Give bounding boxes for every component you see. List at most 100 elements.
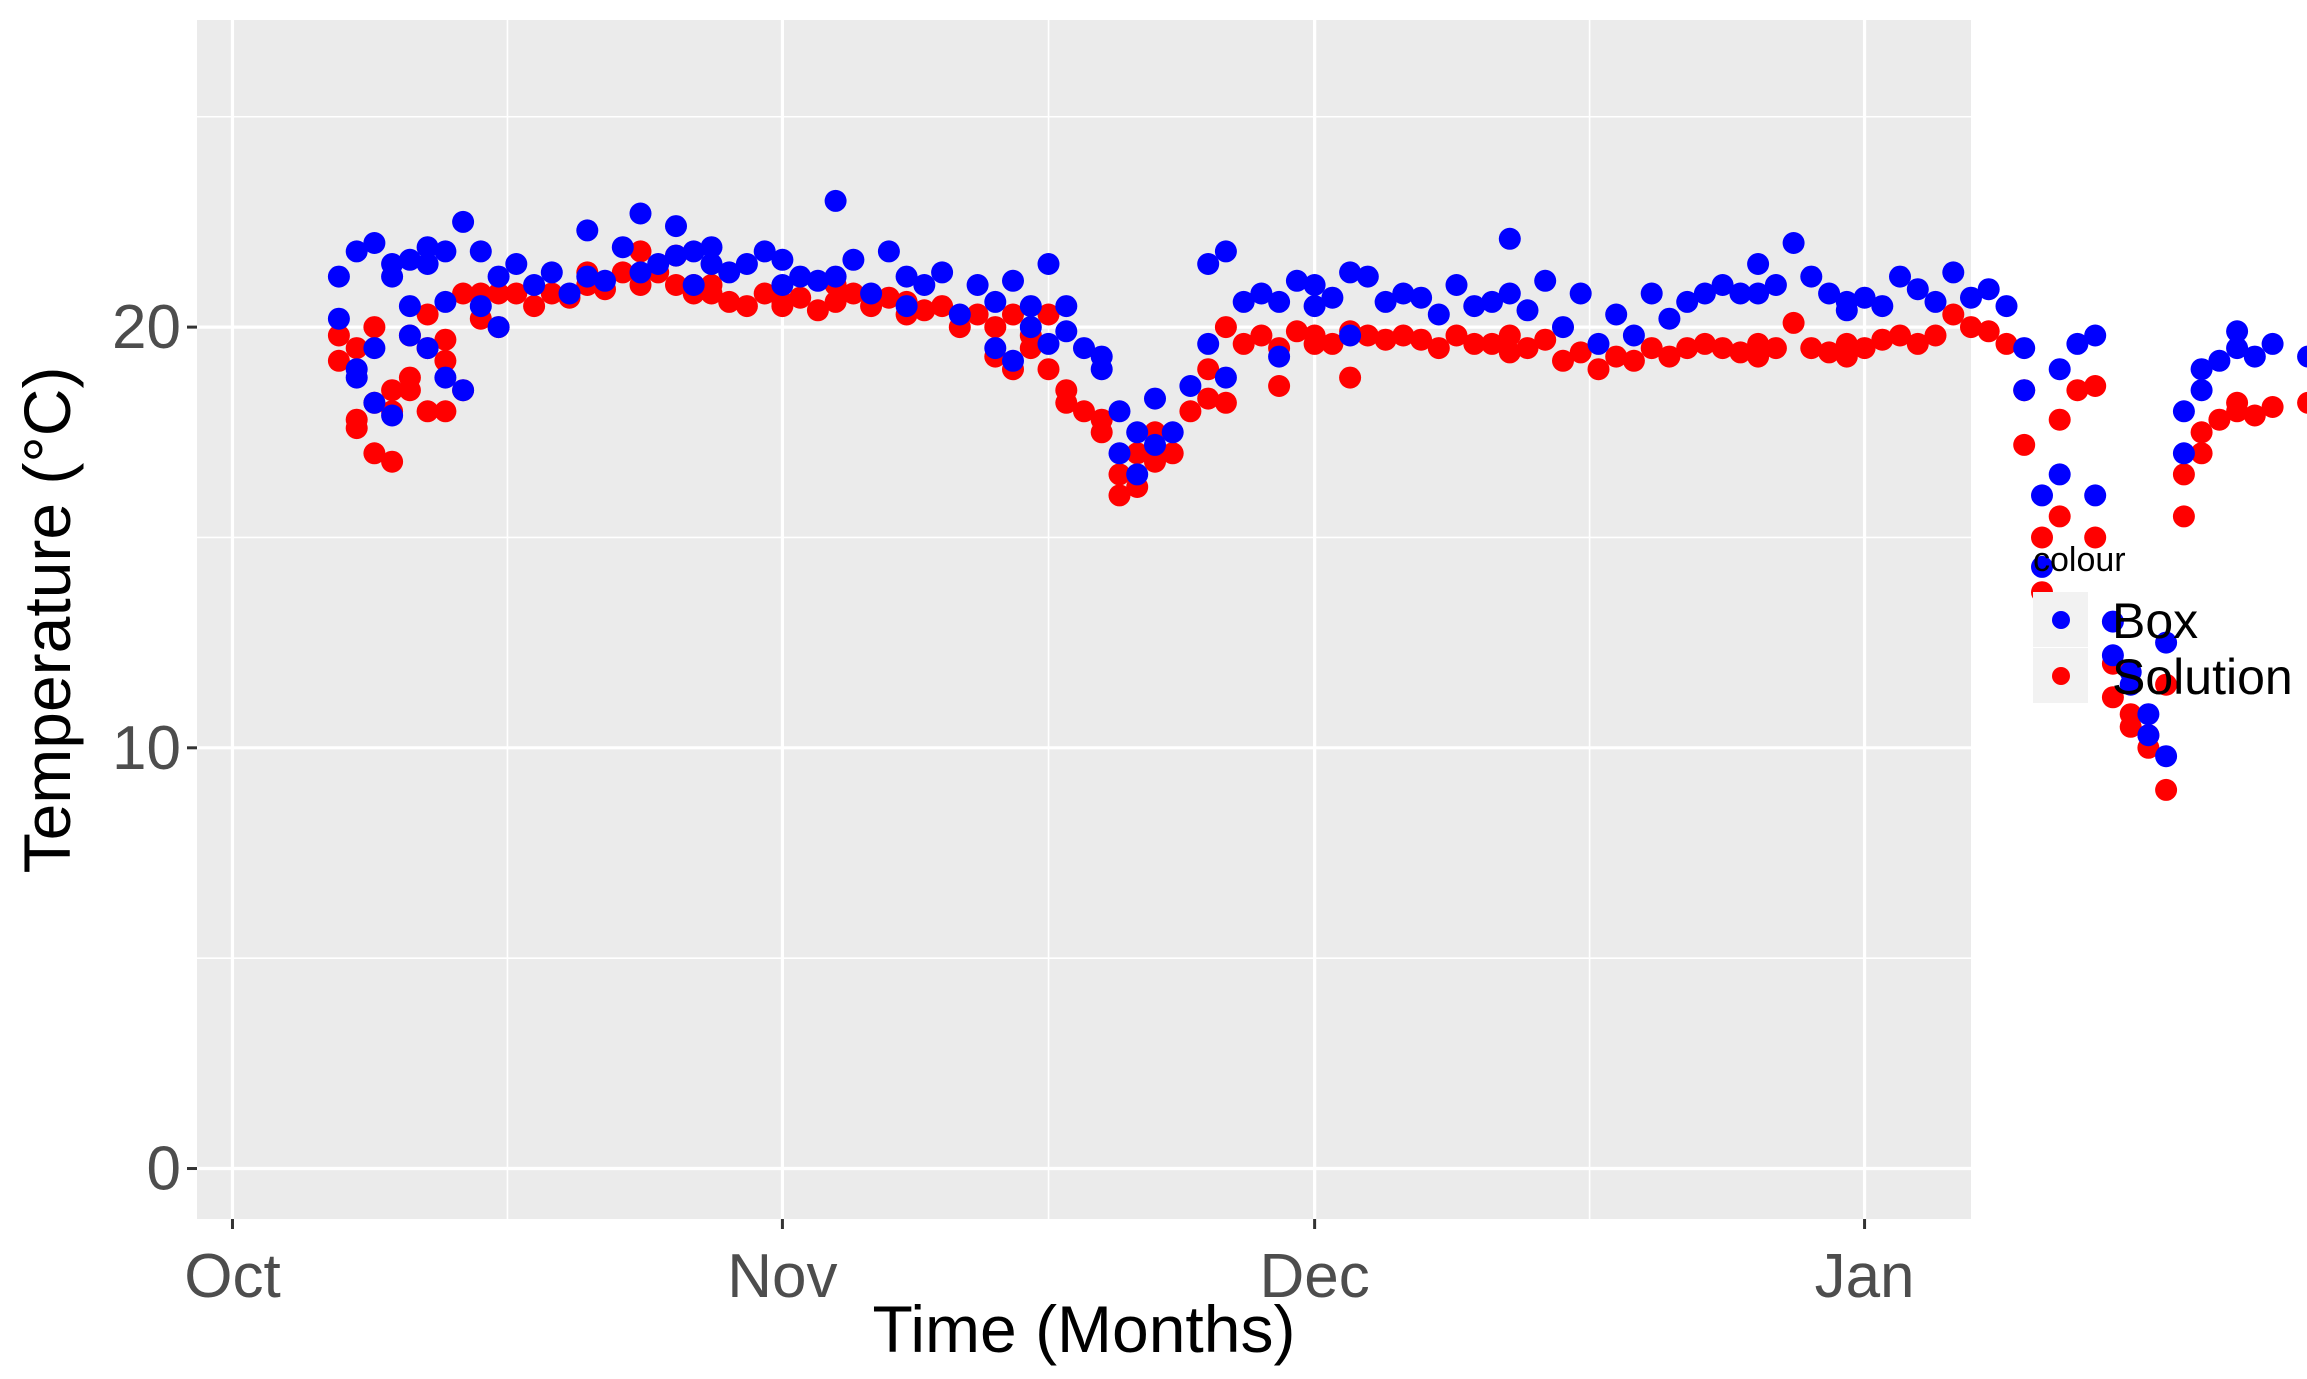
data-point-box [665, 215, 687, 238]
data-point-solution [1889, 324, 1911, 347]
data-point-solution [2155, 673, 2178, 696]
data-point-box [1073, 337, 1095, 360]
data-point-solution [2155, 778, 2178, 801]
data-point-solution [700, 274, 723, 296]
data-point-box [1339, 261, 1362, 284]
data-point-box [647, 253, 670, 275]
data-point-box [984, 290, 1007, 313]
data-point-box [505, 253, 528, 275]
data-point-solution [1498, 324, 1521, 347]
data-point-box [1445, 274, 1468, 296]
data-point-box [398, 248, 421, 271]
x-tick-label: Jan [1815, 1242, 1915, 1311]
data-point-box [1818, 282, 1841, 305]
data-point-solution [1764, 337, 1787, 360]
data-point-box [665, 244, 687, 267]
data-point-box [1410, 286, 1433, 309]
data-point-box [1534, 269, 1557, 292]
data-point-box [1711, 274, 1734, 296]
data-point-box [487, 316, 510, 339]
data-point-solution [931, 295, 954, 318]
data-point-box [2243, 345, 2266, 368]
data-point-solution [2226, 391, 2249, 414]
data-point-box [1871, 295, 1894, 318]
y-tick-label: 10 [112, 714, 181, 783]
data-point-solution [1534, 328, 1557, 351]
data-point-box [363, 337, 386, 360]
data-point-solution [1622, 349, 1645, 372]
data-point-box [2031, 555, 2053, 578]
data-point-solution [434, 400, 457, 423]
data-point-solution [1498, 341, 1521, 364]
data-point-box [1516, 299, 1539, 322]
legend-title: colour [2033, 541, 2126, 579]
data-point-solution [1374, 328, 1397, 351]
data-point-box [948, 303, 971, 326]
x-axis: Oct Nov Dec Jan [184, 1219, 1915, 1311]
data-point-solution [1587, 358, 1610, 381]
data-point-box [363, 391, 386, 414]
data-point-box [629, 261, 652, 284]
data-point-box [363, 232, 386, 254]
data-point-solution [1197, 358, 1220, 381]
data-point-box [1214, 240, 1237, 263]
y-axis-title: Temperature (°C) [10, 367, 84, 874]
data-point-box [434, 290, 457, 313]
data-point-solution [1019, 337, 1042, 360]
data-point-solution [1871, 328, 1894, 351]
data-point-box [1214, 366, 1237, 389]
data-point-solution [824, 290, 847, 313]
data-point-solution [1960, 316, 1982, 339]
data-point-box [2048, 463, 2071, 486]
data-point-box [789, 265, 812, 288]
data-point-solution [1782, 311, 1805, 334]
data-point-box [2137, 703, 2160, 726]
data-point-box [1800, 265, 1823, 288]
data-point-solution [1427, 337, 1450, 360]
data-point-box [1747, 282, 1770, 305]
data-point-box [1055, 320, 1078, 343]
data-point-solution [665, 274, 687, 296]
data-point-box [2031, 484, 2053, 507]
data-point-solution [505, 282, 528, 305]
data-point-solution [1250, 324, 1273, 347]
data-point-solution [1605, 345, 1628, 368]
data-point-solution [1445, 324, 1468, 347]
data-point-solution [1179, 400, 1202, 423]
data-point-box [1427, 303, 1450, 326]
data-point-solution [2031, 526, 2053, 549]
data-point-solution [1800, 337, 1823, 360]
data-point-box [1285, 269, 1308, 292]
data-point-box [2084, 484, 2107, 507]
data-point-box [1019, 295, 1042, 318]
data-point-box [984, 337, 1007, 360]
data-point-solution [1037, 303, 1060, 326]
data-point-solution [345, 337, 368, 360]
data-point-solution [789, 286, 812, 309]
data-point-solution [1073, 400, 1095, 423]
data-point-box [1002, 269, 1024, 292]
data-point-solution [2084, 375, 2107, 397]
data-point-box [469, 295, 492, 318]
data-point-solution [363, 442, 386, 465]
data-point-box [895, 295, 918, 318]
data-point-solution [1676, 337, 1699, 360]
data-point-box [2172, 442, 2195, 465]
data-point-solution [718, 290, 741, 313]
data-point-box [1942, 261, 1965, 284]
data-point-box [2013, 337, 2036, 360]
data-point-solution [523, 295, 546, 318]
data-point-box [398, 295, 421, 318]
data-point-box [1640, 282, 1663, 305]
data-point-solution [1037, 358, 1060, 381]
data-point-solution [1090, 421, 1113, 444]
data-point-box [1232, 290, 1255, 313]
data-point-box [1498, 282, 1521, 305]
data-point-box [2190, 379, 2213, 402]
data-point-box [1268, 345, 1291, 368]
data-point-box [1356, 265, 1379, 288]
data-point-box [1144, 387, 1166, 410]
data-point-solution [1321, 332, 1344, 355]
data-point-box [806, 269, 829, 292]
data-point-box [1374, 290, 1397, 313]
